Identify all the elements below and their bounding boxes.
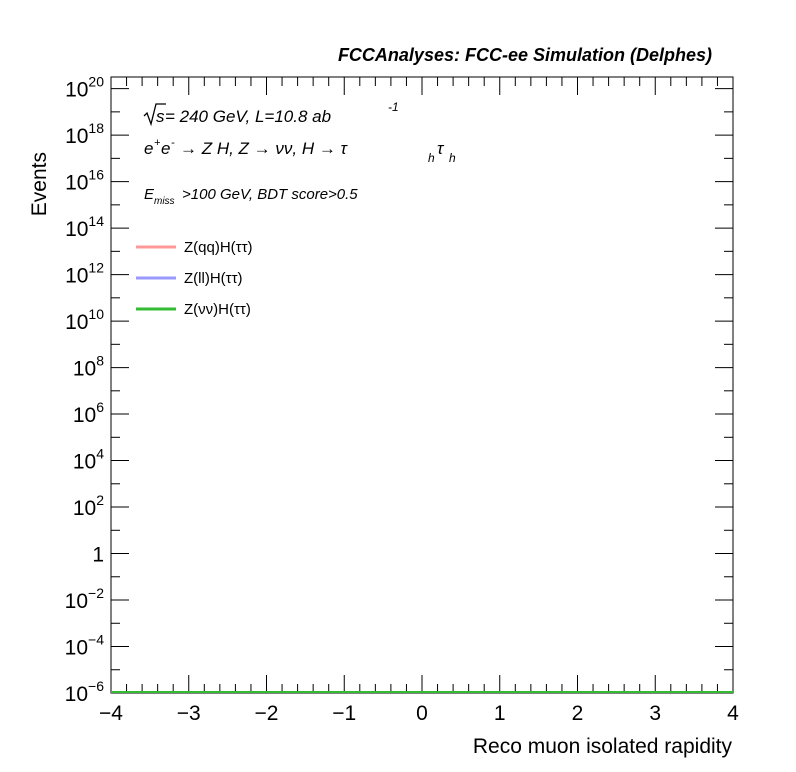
process-minus: - (171, 137, 175, 149)
y-tick-label: 1 (92, 544, 104, 567)
y-tick-label: 108 (73, 353, 104, 381)
sqrt-sign-icon (143, 103, 166, 127)
y-tick-label: 1010 (65, 306, 104, 334)
y-tick-label: 1016 (65, 167, 104, 195)
process-annotation: e + e - → Z H, Z → νν, H → τ h τ h (144, 137, 456, 165)
x-axis-label: Reco muon isolated rapidity (473, 735, 733, 758)
process-plus: + (154, 137, 161, 149)
x-tick-label: −4 (99, 702, 123, 725)
y-tick-label: 1018 (65, 120, 104, 148)
y-axis-label: Events (28, 152, 51, 216)
x-tick-label: 4 (727, 702, 739, 725)
lumi-exponent: -1 (388, 100, 399, 114)
x-tick-label: 0 (416, 702, 428, 725)
header-title: FCCAnalyses: FCC-ee Simulation (Delphes) (338, 45, 712, 65)
process-tau2-sub: h (449, 151, 456, 165)
y-tick-label: 106 (73, 399, 104, 427)
y-tick-label: 1014 (65, 213, 104, 241)
y-tick-label: 10−6 (65, 678, 105, 706)
process-rest: → Z H, Z → νν, H → τ (180, 139, 349, 158)
process-e2: e (161, 139, 170, 158)
process-tau2: τ (437, 139, 445, 158)
x-axis-tick-labels: −4 −3 −2 −1 0 1 2 3 4 (99, 702, 739, 725)
process-e1: e (144, 139, 153, 158)
x-tick-label: −1 (332, 702, 356, 725)
y-tick-label: 10−2 (65, 585, 105, 613)
legend: Z(qq)H(ττ) Z(ll)H(ττ) Z(νν)H(ττ) (136, 239, 253, 318)
legend-label: Z(qq)H(ττ) (184, 239, 253, 256)
x-tick-label: −2 (255, 702, 279, 725)
energy-text: = 240 GeV, L=10.8 ab (165, 107, 331, 126)
energy-annotation: s = 240 GeV, L=10.8 ab -1 (143, 100, 399, 127)
x-tick-label: 2 (572, 702, 584, 725)
cut-E: E (144, 186, 155, 203)
x-tick-label: 1 (494, 702, 506, 725)
y-tick-label: 102 (73, 492, 104, 520)
y-tick-label: 1012 (65, 260, 104, 288)
x-tick-label: 3 (649, 702, 661, 725)
x-tick-label: −3 (177, 702, 201, 725)
x-axis-ticks (110, 77, 734, 693)
process-tau1-sub: h (428, 151, 435, 165)
plot-frame (110, 76, 734, 694)
legend-label: Z(ll)H(ττ) (184, 270, 243, 287)
y-tick-label: 104 (73, 446, 104, 474)
cut-sub: miss (154, 196, 175, 207)
cut-rest: >100 GeV, BDT score>0.5 (182, 186, 358, 203)
cut-annotation: E miss >100 GeV, BDT score>0.5 (144, 186, 358, 207)
y-axis-tick-labels: 10−6 10−4 10−2 1 102 104 106 108 1010 1012 1014 101… (65, 74, 105, 706)
y-axis-ticks (111, 88, 733, 694)
legend-label: Z(νν)H(ττ) (184, 301, 251, 318)
y-tick-label: 1020 (65, 74, 104, 102)
energy-s: s (156, 107, 165, 126)
y-tick-label: 10−4 (65, 632, 105, 660)
